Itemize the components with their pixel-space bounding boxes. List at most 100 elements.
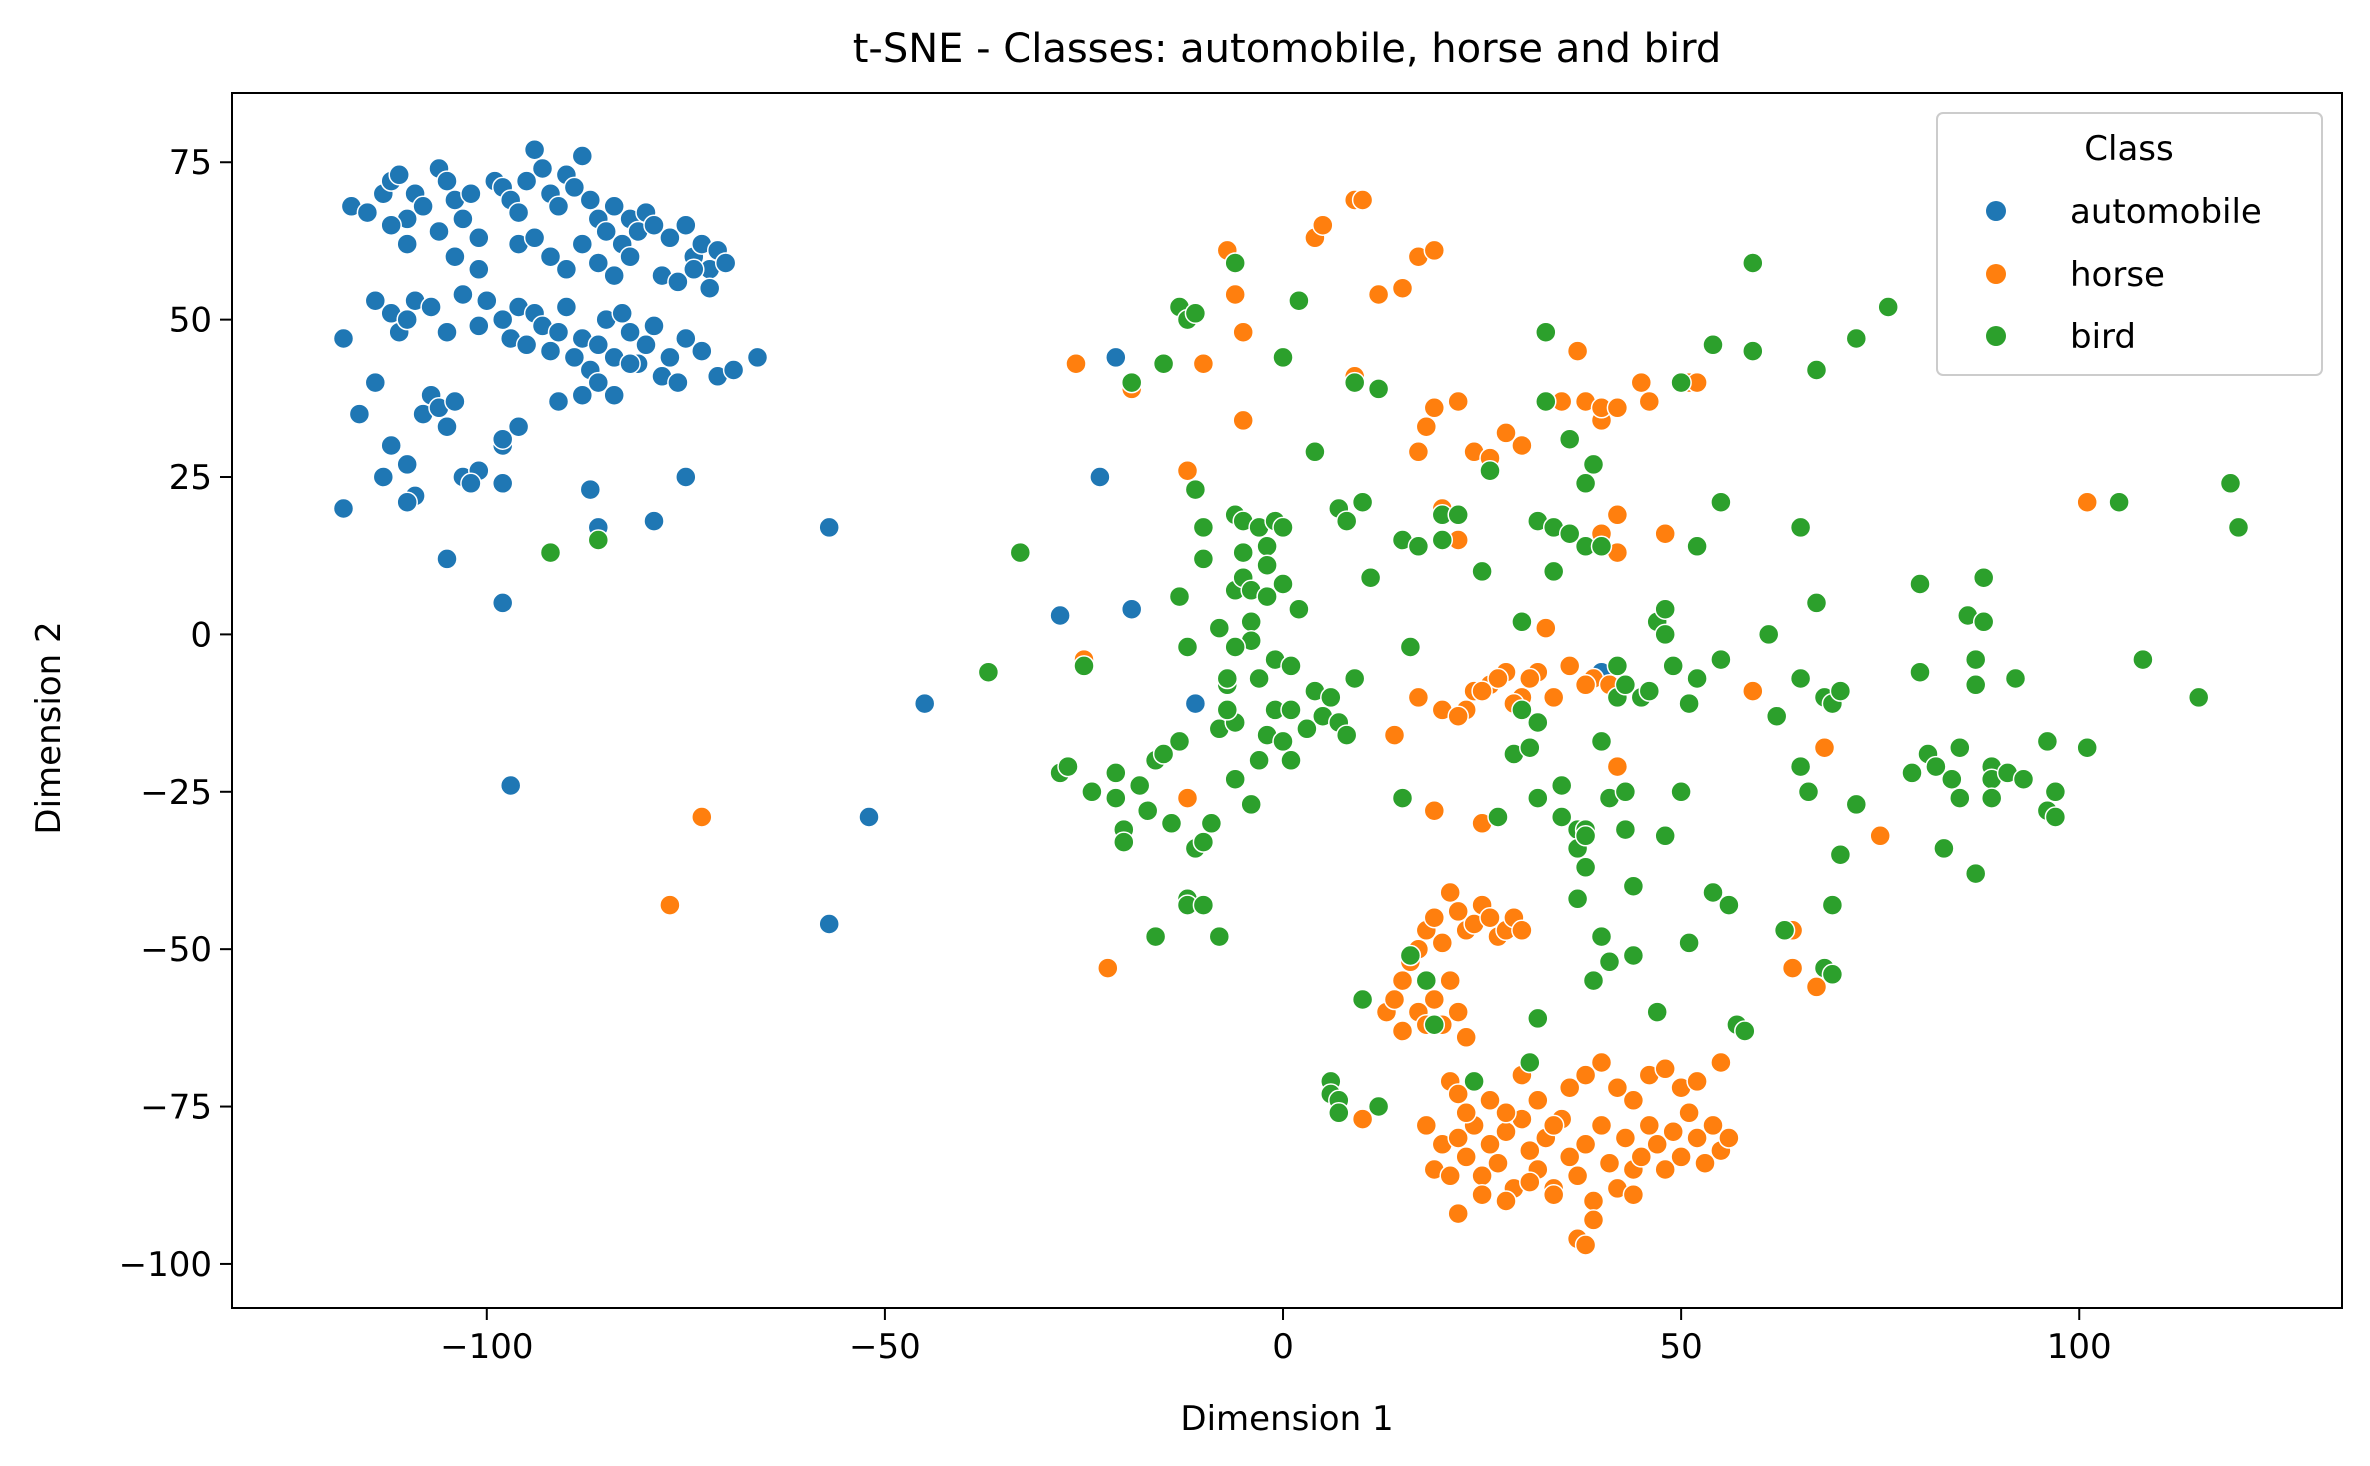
data-point-bird	[1686, 535, 1708, 558]
data-point-horse	[1654, 1158, 1676, 1181]
data-point-horse	[1742, 680, 1764, 702]
data-point-horse	[1439, 969, 1461, 992]
data-point-automobile	[507, 201, 530, 224]
data-point-horse	[1590, 1114, 1613, 1137]
data-point-automobile	[619, 245, 641, 268]
data-point-automobile	[675, 214, 697, 236]
data-point-bird	[1113, 831, 1135, 853]
data-point-horse	[1447, 900, 1469, 923]
data-point-automobile	[507, 415, 530, 438]
data-point-bird	[1280, 655, 1302, 677]
data-point-horse	[1479, 1133, 1501, 1156]
data-point-automobile	[523, 138, 546, 161]
data-point-bird	[1590, 730, 1613, 753]
data-point-automobile	[858, 806, 880, 828]
data-point-bird	[1972, 611, 1995, 633]
data-point-bird	[2227, 516, 2250, 539]
data-point-bird	[1152, 743, 1175, 765]
series-bird	[539, 252, 2250, 1124]
data-point-horse	[1598, 1152, 1621, 1174]
data-point-bird	[1670, 371, 1692, 394]
data-point-horse	[1391, 277, 1414, 299]
data-point-automobile	[539, 245, 562, 268]
data-point-horse	[1471, 1183, 1493, 1206]
data-point-bird	[1542, 560, 1565, 583]
data-point-bird	[1328, 1102, 1350, 1124]
data-point-bird	[977, 661, 1000, 683]
data-point-horse	[1232, 321, 1254, 343]
data-point-bird	[1654, 598, 1676, 620]
data-point-horse	[1654, 522, 1676, 545]
legend-label-bird: bird	[2070, 317, 2136, 357]
data-point-bird	[1081, 781, 1103, 803]
data-point-automobile	[667, 271, 689, 293]
data-point-automobile	[372, 466, 395, 488]
data-point-bird	[1757, 623, 1780, 646]
data-point-automobile	[436, 548, 458, 570]
data-point-bird	[1128, 774, 1151, 797]
data-point-bird	[1391, 787, 1414, 809]
data-point-bird	[1120, 371, 1143, 394]
data-point-horse	[1447, 1083, 1469, 1105]
data-point-automobile	[1184, 692, 1207, 715]
data-point-automobile	[643, 510, 665, 532]
data-point-automobile	[579, 478, 602, 501]
data-point-horse	[1415, 415, 1438, 438]
data-point-horse	[1542, 1114, 1565, 1137]
data-point-horse	[1367, 283, 1390, 306]
data-point-automobile	[643, 315, 665, 337]
x-tick-label: 100	[2047, 1327, 2112, 1367]
legend-marker-automobile	[1986, 201, 2006, 221]
data-point-automobile	[603, 195, 625, 218]
data-point-horse	[1232, 409, 1254, 432]
data-point-bird	[1511, 611, 1533, 633]
data-point-bird	[1941, 768, 1963, 790]
data-point-horse	[1407, 686, 1430, 709]
data-point-bird	[1335, 724, 1358, 746]
data-point-horse	[1582, 1190, 1605, 1212]
data-point-bird	[1192, 831, 1215, 853]
data-point-horse	[1495, 422, 1517, 444]
data-point-automobile	[579, 189, 602, 211]
data-point-automobile	[396, 233, 418, 255]
data-point-bird	[1463, 1070, 1485, 1093]
data-point-bird	[1909, 573, 1931, 595]
data-point-automobile	[380, 434, 402, 457]
data-point-bird	[1654, 825, 1676, 847]
data-point-horse	[1383, 988, 1406, 1011]
data-point-automobile	[595, 220, 617, 243]
data-point-bird	[1654, 623, 1676, 646]
data-point-bird	[1614, 781, 1637, 803]
data-point-bird	[1200, 812, 1223, 835]
data-point-automobile	[388, 164, 410, 186]
data-point-bird	[1535, 390, 1557, 413]
data-point-automobile	[396, 308, 418, 331]
data-point-automobile	[348, 403, 371, 425]
data-point-bird	[1527, 711, 1549, 734]
data-point-horse	[1224, 283, 1246, 306]
data-point-horse	[1606, 1076, 1629, 1099]
y-tick-label: 0	[190, 615, 212, 655]
data-point-bird	[1622, 944, 1645, 967]
data-point-horse	[1630, 1146, 1653, 1168]
data-point-bird	[1057, 755, 1079, 778]
data-point-bird	[1742, 252, 1764, 274]
legend: Class automobile horse bird	[1936, 112, 2323, 376]
data-point-bird	[1829, 843, 1852, 866]
data-point-automobile	[476, 289, 498, 312]
data-point-horse	[1638, 1114, 1661, 1137]
data-point-bird	[1073, 655, 1095, 677]
data-point-horse	[1447, 1127, 1469, 1149]
data-point-bird	[2044, 806, 2067, 828]
data-point-bird	[539, 541, 562, 564]
data-point-bird	[1160, 812, 1183, 835]
data-point-bird	[1343, 667, 1366, 690]
data-point-automobile	[643, 214, 665, 236]
data-point-horse	[1519, 1171, 1541, 1193]
data-point-bird	[1224, 768, 1246, 790]
data-point-horse	[1439, 1165, 1461, 1187]
data-point-automobile	[356, 201, 379, 224]
data-point-horse	[1447, 1202, 1469, 1225]
data-point-automobile	[1120, 598, 1143, 620]
data-point-horse	[1574, 1133, 1597, 1156]
